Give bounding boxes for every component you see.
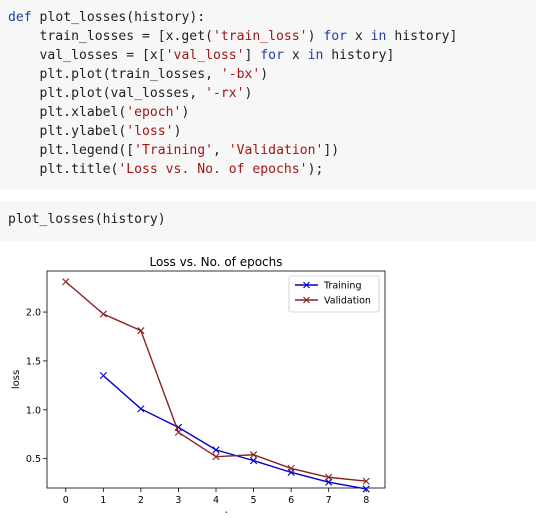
code-line: plt.ylabel('loss') (8, 122, 182, 141)
x-tick-label: 7 (326, 495, 332, 506)
loss-chart: Loss vs. No. of epochslossepoch012345678… (11, 255, 386, 518)
code-token: plot_losses (39, 10, 127, 25)
code-token: 'val_loss' (165, 48, 245, 63)
x-tick-label: 6 (288, 495, 294, 506)
code-token: plt.ylabel( (8, 124, 127, 139)
code-line: val_losses = [x['val_loss'] for x in his… (8, 46, 395, 65)
code-token: history] (323, 48, 395, 63)
code-cell-call[interactable]: plot_losses(history) (0, 201, 536, 241)
code-token: 'loss' (126, 124, 174, 139)
data-point-validation (287, 464, 295, 473)
code-line-call: plot_losses(history) (8, 212, 166, 227)
code-token: 'Training' (134, 143, 213, 158)
y-axis-label: loss (11, 370, 22, 389)
x-tick-label: 4 (213, 495, 219, 506)
code-token: ]) (323, 143, 340, 158)
code-token: val_losses = [x[ (8, 48, 166, 63)
code-token: ) (173, 124, 182, 139)
code-token: for (260, 48, 284, 63)
code-token: in (370, 29, 387, 44)
code-token: plt.plot(train_losses, (8, 67, 221, 82)
y-tick-label: 2.0 (26, 308, 41, 319)
x-tick-label: 8 (363, 495, 369, 506)
x-tick-label: 5 (251, 495, 257, 506)
x-tick-label: 2 (138, 495, 144, 506)
y-tick-label: 1.0 (26, 405, 41, 416)
data-point-validation (362, 477, 370, 485)
code-token: plt.legend([ (8, 143, 135, 158)
legend-label-validation: Validation (324, 296, 371, 307)
code-token (32, 10, 40, 25)
code-token: 'train_loss' (212, 29, 308, 44)
legend-marker-validation (303, 296, 310, 304)
data-point-validation (99, 310, 107, 318)
code-line: plt.title('Loss vs. No. of epochs'); (8, 160, 324, 179)
data-point-validation (212, 453, 220, 461)
output-chart-area: Loss vs. No. of epochslossepoch012345678… (0, 248, 536, 518)
code-token: plt.title( (8, 162, 119, 177)
code-token: x (283, 48, 308, 63)
code-line: plt.legend(['Training', 'Validation']) (8, 141, 340, 160)
data-point-validation (137, 327, 145, 335)
y-tick-label: 1.5 (26, 356, 41, 367)
x-tick-label: 0 (63, 495, 69, 506)
code-token: for (323, 29, 348, 44)
code-token: def (8, 10, 32, 25)
x-tick-label: 3 (175, 495, 181, 506)
code-token: 'Loss vs. No. of epochs' (118, 162, 308, 177)
data-point-training (137, 405, 145, 413)
data-point-training (212, 446, 220, 454)
code-token: '-bx' (220, 67, 261, 82)
code-token: train_losses = [x.get( (8, 29, 213, 44)
code-token: ) (307, 29, 324, 44)
code-token: ); (307, 162, 324, 177)
data-point-validation (174, 428, 183, 436)
code-token: ) (260, 67, 269, 82)
code-line: def plot_losses(history): (8, 8, 205, 27)
code-line: plt.plot(train_losses, '-bx') (8, 65, 269, 84)
code-line: plt.xlabel('epoch') (8, 103, 190, 122)
x-tick-label: 1 (100, 495, 106, 506)
chart-title: Loss vs. No. of epochs (149, 255, 282, 269)
code-token: ) (181, 105, 190, 120)
code-token: , (212, 143, 229, 158)
code-line: train_losses = [x.get('train_loss') for … (8, 27, 458, 46)
code-token: (history): (126, 10, 206, 25)
code-cell-define[interactable]: def plot_losses(history): train_losses =… (0, 0, 536, 190)
code-token: history] (386, 29, 458, 44)
code-token: 'Validation' (228, 143, 324, 158)
code-token: plt.xlabel( (8, 105, 127, 120)
legend-marker-training (303, 281, 310, 289)
code-token: plt.plot(val_losses, (8, 86, 206, 101)
y-tick-label: 0.5 (26, 454, 41, 465)
data-point-validation (325, 473, 333, 481)
data-point-validation (249, 451, 258, 459)
code-token: ] (244, 48, 261, 63)
data-point-training (362, 485, 370, 493)
code-token: 'epoch' (126, 105, 182, 120)
code-token: ) (244, 86, 253, 101)
data-point-training (99, 372, 107, 380)
data-point-training (249, 457, 258, 465)
code-line: plt.plot(val_losses, '-rx') (8, 84, 253, 103)
data-point-validation (62, 278, 70, 286)
code-token: x (347, 29, 371, 44)
code-token: '-rx' (205, 86, 245, 101)
code-token: in (307, 48, 324, 63)
legend-label-training: Training (323, 281, 362, 292)
